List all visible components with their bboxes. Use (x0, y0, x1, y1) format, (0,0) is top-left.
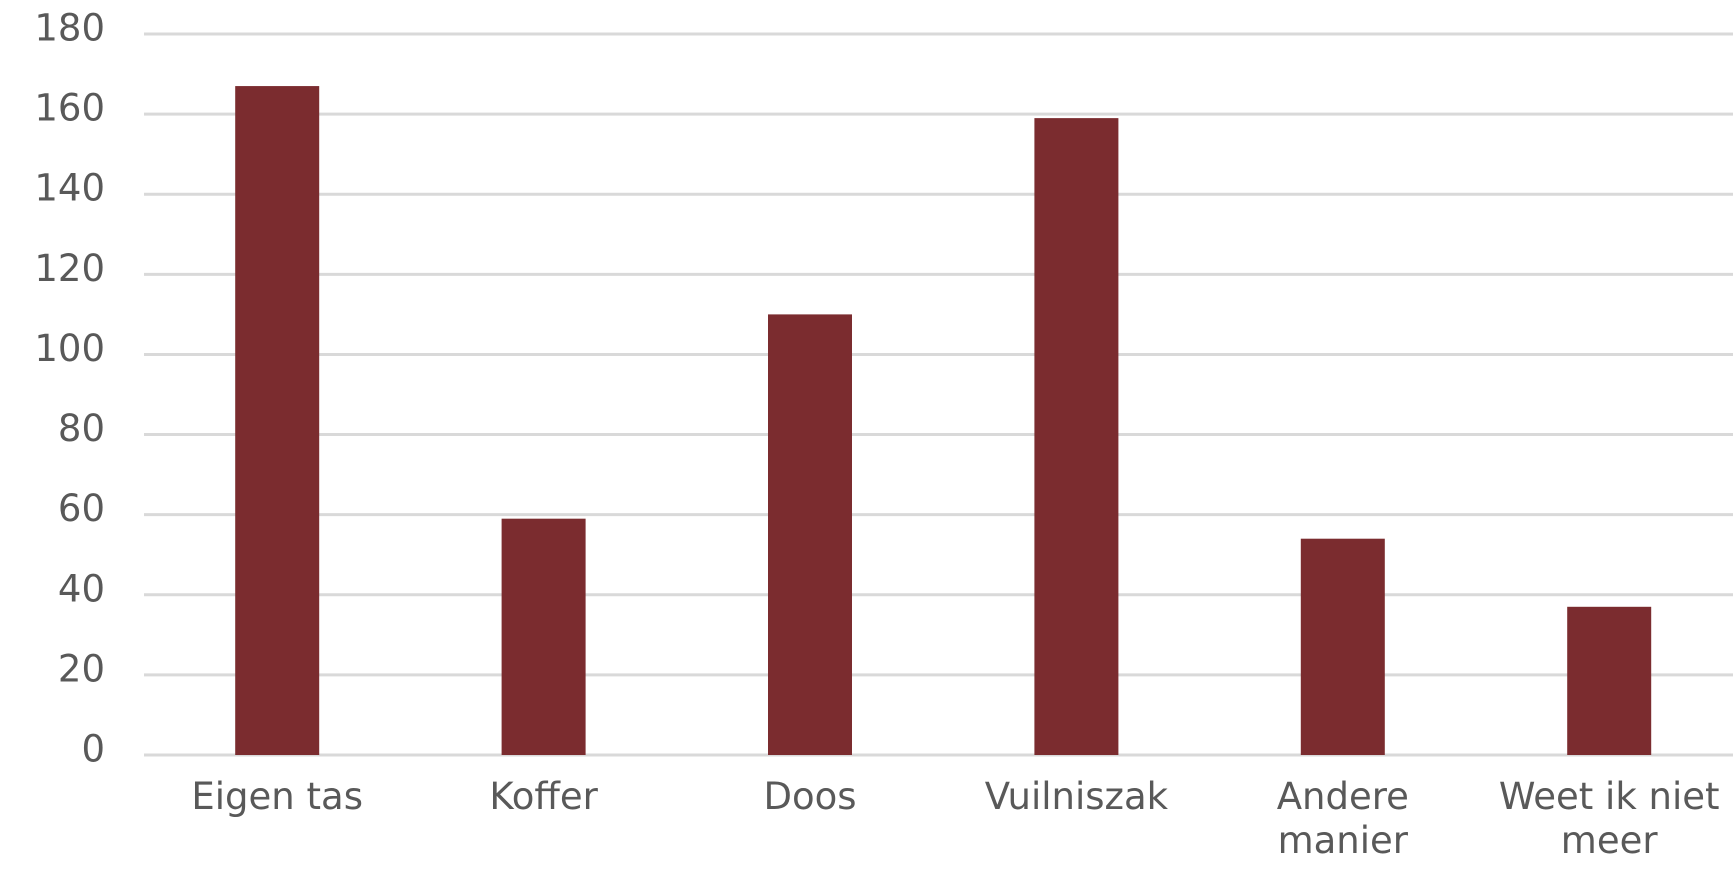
bar (1567, 606, 1652, 755)
x-tick-label: Eigen tas (191, 775, 363, 818)
x-tick-label: Weet ik niet meer (1498, 775, 1720, 862)
y-tick-label: 0 (81, 728, 105, 771)
y-tick-label: 20 (58, 647, 105, 690)
y-tick-label: 80 (58, 407, 105, 450)
y-tick-label: 140 (34, 167, 105, 210)
y-tick-label: 160 (34, 87, 105, 130)
y-tick-label: 60 (58, 487, 105, 530)
y-tick-label: 120 (34, 247, 105, 290)
x-tick-label: Doos (763, 775, 857, 818)
x-tick-label: Vuilniszak (984, 775, 1169, 818)
bar (1034, 118, 1119, 755)
bar (768, 314, 852, 755)
y-tick-label: 40 (58, 567, 105, 610)
bar (501, 518, 586, 755)
y-tick-label: 100 (34, 327, 105, 370)
y-tick-label: 180 (34, 7, 105, 50)
x-tick-label: Andere manier (1276, 775, 1409, 862)
x-tick-label: Koffer (489, 775, 598, 818)
bar (235, 86, 320, 756)
bar (1300, 538, 1385, 755)
